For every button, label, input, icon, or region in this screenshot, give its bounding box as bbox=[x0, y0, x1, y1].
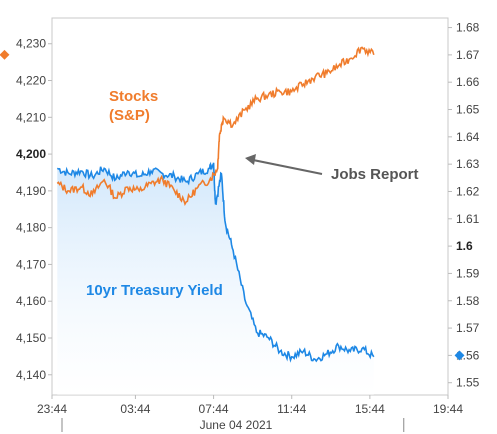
x-axis-tick-label: 23:44 bbox=[37, 402, 67, 416]
left-axis-tick-label: 4,190 bbox=[16, 184, 46, 198]
stocks-line bbox=[56, 46, 375, 206]
jobs-report-arrow-head bbox=[245, 154, 256, 165]
right-axis-tick-label: 1.64 bbox=[456, 130, 480, 144]
left-axis-tick-label: 4,160 bbox=[16, 294, 46, 308]
right-axis-tick-label: 1.6 bbox=[456, 239, 473, 253]
left-axis-tick-label: 4,200 bbox=[16, 147, 46, 161]
right-axis-tick-label: 1.67 bbox=[456, 48, 480, 62]
yield-label: 10yr Treasury Yield bbox=[86, 282, 223, 299]
right-axis-tick-label: 1.55 bbox=[456, 376, 480, 390]
date-label: June 04 2021 bbox=[200, 418, 273, 432]
jobs-report-label: Jobs Report bbox=[331, 166, 419, 183]
left-axis-tick-label: 4,220 bbox=[16, 74, 46, 88]
x-axis-tick-label: 03:44 bbox=[120, 402, 150, 416]
jobs-report-arrow-shaft bbox=[252, 159, 323, 175]
stocks-label-line2: (S&P) bbox=[109, 107, 150, 124]
left-axis-last-value-marker bbox=[0, 49, 10, 60]
yield-area-fill bbox=[57, 162, 374, 395]
right-axis-tick-label: 1.66 bbox=[456, 75, 480, 89]
stocks-label-line1: Stocks bbox=[109, 88, 158, 105]
right-axis-tick-label: 1.57 bbox=[456, 321, 480, 335]
right-axis-tick-label: 1.58 bbox=[456, 294, 480, 308]
left-axis-tick-label: 4,210 bbox=[16, 110, 46, 124]
left-axis-tick-label: 4,230 bbox=[16, 37, 46, 51]
x-axis-tick-label: 15:44 bbox=[355, 402, 385, 416]
right-axis-tick-label: 1.61 bbox=[456, 212, 480, 226]
x-axis-tick-label: 07:44 bbox=[199, 402, 229, 416]
left-axis-tick-label: 4,150 bbox=[16, 331, 46, 345]
x-axis-tick-label: 11:44 bbox=[277, 402, 306, 416]
right-axis-tick-label: 1.63 bbox=[456, 157, 480, 171]
right-axis-tick-label: 1.65 bbox=[456, 103, 480, 117]
left-axis-tick-label: 4,140 bbox=[16, 368, 46, 382]
left-axis-tick-label: 4,180 bbox=[16, 221, 46, 235]
yield-line bbox=[56, 161, 375, 363]
x-axis-tick-label: 19:44 bbox=[433, 402, 463, 416]
right-axis-tick-label: 1.62 bbox=[456, 184, 480, 198]
left-axis-tick-label: 4,170 bbox=[16, 257, 46, 271]
right-axis-last-value-marker bbox=[454, 350, 465, 361]
right-axis-tick-label: 1.56 bbox=[456, 348, 480, 362]
right-axis-tick-label: 1.59 bbox=[456, 266, 480, 280]
right-axis-tick-label: 1.68 bbox=[456, 21, 480, 35]
